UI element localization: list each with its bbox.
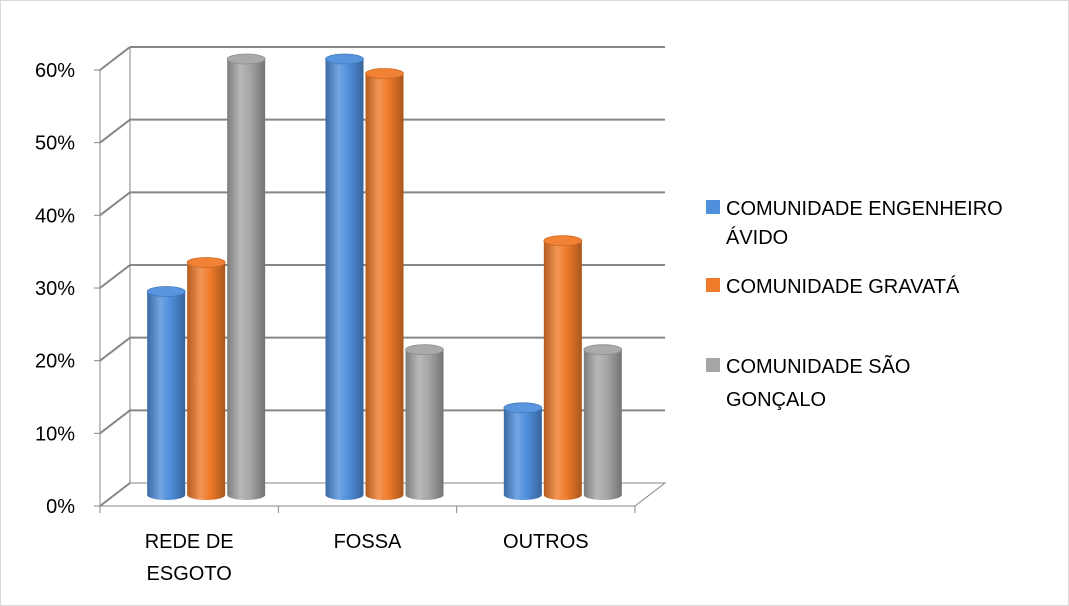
legend-item: COMUNIDADE SÃO GONÇALO — [706, 354, 910, 411]
bar-top — [146, 286, 186, 297]
x-axis: REDE DE ESGOTO FOSSA OUTROS — [99, 506, 636, 585]
x-tick-label: ESGOTO — [147, 563, 232, 585]
legend-label: COMUNIDADE ENGENHEIRO — [726, 198, 1003, 220]
bar-top — [325, 53, 364, 65]
gridline-side — [99, 191, 131, 217]
legend-swatch — [706, 358, 720, 372]
y-axis-ticks: 0% 10% 20% 30% 40% 50% 60% — [35, 60, 100, 518]
gridline-side — [99, 46, 131, 71]
bar-body — [405, 349, 444, 500]
bar-body — [365, 73, 404, 501]
bar — [325, 53, 364, 500]
bar-series — [146, 53, 623, 501]
bar-top — [405, 344, 444, 356]
y-tick-label: 30% — [35, 278, 75, 300]
y-tick-label: 50% — [35, 133, 75, 155]
x-tick-label: REDE DE — [145, 531, 234, 553]
bar-top — [226, 53, 266, 65]
bar — [146, 286, 186, 500]
legend-label: COMUNIDADE GRAVATÁ — [726, 275, 960, 298]
bar-body — [187, 262, 226, 500]
bar-top — [186, 257, 226, 268]
gridline-side — [99, 482, 131, 507]
y-tick-label: 40% — [35, 205, 75, 227]
legend-swatch — [706, 278, 720, 292]
legend: COMUNIDADE ENGENHEIRO ÁVIDO COMUNIDADE GRA… — [706, 198, 1003, 411]
bar — [503, 402, 543, 500]
gridline-side — [99, 118, 131, 144]
x-tick-label: OUTROS — [503, 531, 589, 553]
y-tick-label: 10% — [35, 423, 75, 445]
bar-body — [147, 291, 186, 500]
bar — [186, 257, 226, 500]
legend-item: COMUNIDADE ENGENHEIRO ÁVIDO — [706, 198, 1003, 249]
y-tick-label: 0% — [46, 496, 75, 518]
legend-item: COMUNIDADE GRAVATÁ — [706, 275, 960, 298]
bar — [365, 68, 404, 501]
bar-top — [503, 402, 543, 414]
bar-top — [365, 68, 404, 79]
bar-body — [325, 59, 364, 500]
y-tick-label: 20% — [35, 351, 75, 373]
gridline-side — [99, 409, 131, 435]
bar — [583, 344, 623, 500]
gridline-side — [99, 264, 131, 289]
bar-body — [543, 240, 582, 500]
x-tick-label: FOSSA — [334, 531, 402, 553]
bar — [226, 53, 266, 500]
legend-swatch — [706, 200, 720, 214]
bar-top — [583, 344, 623, 356]
bar-top — [543, 235, 583, 247]
bar-body — [503, 407, 542, 500]
gridline-side — [99, 336, 131, 362]
bar — [543, 235, 583, 500]
bar-body — [583, 349, 622, 500]
legend-label: ÁVIDO — [726, 226, 788, 249]
bar-body — [227, 59, 266, 500]
legend-label: GONÇALO — [726, 389, 826, 411]
bar — [405, 344, 444, 500]
y-tick-label: 60% — [35, 60, 75, 82]
legend-label: COMUNIDADE SÃO — [726, 354, 910, 378]
